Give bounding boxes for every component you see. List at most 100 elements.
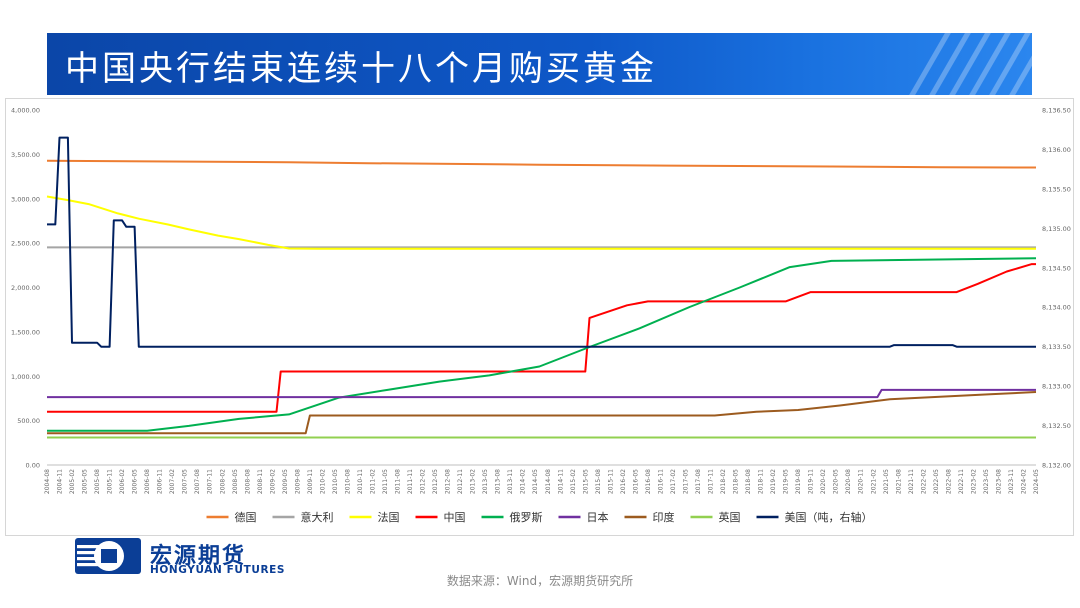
- x-tick-label: 2019-11: [808, 469, 815, 494]
- x-tick-label: 2009-08: [294, 469, 301, 494]
- x-tick-label: 2015-08: [595, 469, 602, 494]
- series-line-2: [46, 195, 1037, 250]
- x-tick-label: 2016-11: [657, 469, 664, 494]
- x-tick-label: 2018-02: [720, 469, 727, 494]
- y-left-tick-label: 0.00: [26, 462, 40, 470]
- series-line-3: [47, 263, 1036, 413]
- line-chart: 0.00 500.00 1,000.00 1,500.00 2,000.00 2,500.…: [11, 107, 1071, 525]
- x-tick-label: 2022-08: [945, 469, 952, 494]
- x-tick-label: 2007-08: [194, 469, 201, 494]
- x-tick-label: 2005-02: [69, 469, 76, 494]
- y-left-tick-label: 2,500.00: [11, 240, 40, 248]
- x-tick-label: 2024-05: [1033, 469, 1040, 494]
- y-right-tick-label: 8,132.50: [1042, 422, 1071, 430]
- x-tick-label: 2007-11: [207, 469, 214, 494]
- series-line-8: [47, 136, 1036, 348]
- x-tick-label: 2017-02: [670, 469, 677, 494]
- legend: 德国 意大利 法国 中国 俄罗斯 日本 印度 英国 美国（吨，右轴）: [206, 510, 873, 524]
- x-tick-label: 2013-11: [507, 469, 514, 494]
- y-left-tick-label: 1,000.00: [11, 373, 40, 381]
- x-tick-label: 2014-02: [520, 469, 527, 494]
- x-tick-label: 2023-05: [983, 469, 990, 494]
- series-line-5: [47, 388, 1036, 399]
- x-tick-label: 2019-02: [770, 469, 777, 494]
- x-tick-label: 2021-05: [883, 469, 890, 494]
- series-line-4: [47, 257, 1037, 432]
- x-tick-label: 2004-11: [57, 469, 64, 494]
- x-axis: 2004-08 2004-11 2005-02 2005-05 2005-08 2005-…: [44, 469, 1040, 494]
- x-tick-label: 2007-02: [169, 469, 176, 494]
- x-tick-label: 2015-11: [607, 469, 614, 494]
- x-tick-label: 2013-08: [495, 469, 502, 494]
- y-left-tick-label: 4,000.00: [11, 107, 40, 115]
- x-tick-label: 2012-05: [432, 469, 439, 494]
- x-tick-label: 2022-05: [933, 469, 940, 494]
- y-left-tick-label: 3,000.00: [11, 195, 40, 203]
- x-tick-label: 2014-08: [545, 469, 552, 494]
- x-tick-label: 2020-05: [833, 469, 840, 494]
- y-left-tick-label: 1,500.00: [11, 328, 40, 336]
- chart-frame: [5, 98, 1074, 536]
- x-tick-label: 2009-05: [282, 469, 289, 494]
- x-tick-label: 2012-11: [457, 469, 464, 494]
- x-tick-label: 2011-11: [407, 469, 414, 494]
- x-tick-label: 2005-08: [94, 469, 101, 494]
- legend-label: 印度: [653, 510, 675, 524]
- y-axis-right: 8,132.00 8,132.50 8,133.00 8,133.50 8,134.00…: [1042, 107, 1071, 470]
- y-right-tick-label: 8,134.00: [1042, 304, 1071, 312]
- legend-label: 日本: [587, 510, 609, 524]
- x-tick-label: 2019-08: [795, 469, 802, 494]
- y-axis-left: 0.00 500.00 1,000.00 1,500.00 2,000.00 2,500.…: [11, 107, 40, 470]
- series-lines: [46, 136, 1037, 439]
- x-tick-label: 2018-05: [733, 469, 740, 494]
- x-tick-label: 2015-05: [582, 469, 589, 494]
- x-tick-label: 2020-08: [845, 469, 852, 494]
- legend-label: 俄罗斯: [510, 511, 543, 524]
- x-tick-label: 2020-02: [820, 469, 827, 494]
- x-tick-label: 2006-08: [144, 469, 151, 494]
- x-tick-label: 2010-05: [332, 469, 339, 494]
- x-tick-label: 2015-02: [570, 469, 577, 494]
- x-tick-label: 2008-02: [219, 469, 226, 494]
- x-tick-label: 2004-08: [44, 469, 51, 494]
- x-tick-label: 2023-08: [995, 469, 1002, 494]
- logo-text-en: HONGYUAN FUTURES: [150, 564, 286, 576]
- x-tick-label: 2017-05: [682, 469, 689, 494]
- x-tick-label: 2016-02: [620, 469, 627, 494]
- logo-text-cn: 宏源期货: [150, 544, 247, 569]
- x-tick-label: 2007-05: [182, 469, 189, 494]
- x-tick-label: 2013-05: [482, 469, 489, 494]
- x-tick-label: 2017-08: [695, 469, 702, 494]
- x-tick-label: 2008-11: [257, 469, 264, 494]
- y-right-tick-label: 8,133.00: [1042, 383, 1071, 391]
- x-tick-label: 2010-08: [344, 469, 351, 494]
- x-tick-label: 2020-11: [858, 469, 865, 494]
- legend-label: 意大利: [301, 510, 334, 524]
- x-tick-label: 2009-02: [269, 469, 276, 494]
- y-left-tick-label: 3,500.00: [11, 151, 40, 159]
- title-banner: 中国央行结束连续十八个月购买黄金: [47, 33, 1032, 95]
- x-tick-label: 2005-11: [107, 469, 114, 494]
- source-note: 数据来源：Wind，宏源期货研究所: [446, 574, 634, 588]
- legend-label: 英国: [719, 510, 741, 524]
- x-tick-label: 2018-11: [758, 469, 765, 494]
- x-tick-label: 2019-05: [783, 469, 790, 494]
- x-tick-label: 2013-02: [470, 469, 477, 494]
- y-right-tick-label: 8,134.50: [1042, 264, 1071, 272]
- hongyuan-logo-icon: [75, 538, 141, 574]
- x-tick-label: 2021-08: [895, 469, 902, 494]
- y-right-tick-label: 8,133.50: [1042, 343, 1071, 351]
- x-tick-label: 2014-05: [532, 469, 539, 494]
- x-tick-label: 2022-02: [920, 469, 927, 494]
- y-right-tick-label: 8,136.00: [1042, 146, 1071, 154]
- x-tick-label: 2016-08: [645, 469, 652, 494]
- x-tick-label: 2008-05: [232, 469, 239, 494]
- x-tick-label: 2010-11: [357, 469, 364, 494]
- x-tick-label: 2009-11: [307, 469, 314, 494]
- y-right-tick-label: 8,136.50: [1042, 107, 1071, 115]
- y-right-tick-label: 8,132.00: [1042, 462, 1071, 470]
- y-right-tick-label: 8,135.50: [1042, 185, 1071, 193]
- x-tick-label: 2023-11: [1008, 469, 1015, 494]
- x-tick-label: 2008-08: [244, 469, 251, 494]
- x-tick-label: 2024-02: [1020, 469, 1027, 494]
